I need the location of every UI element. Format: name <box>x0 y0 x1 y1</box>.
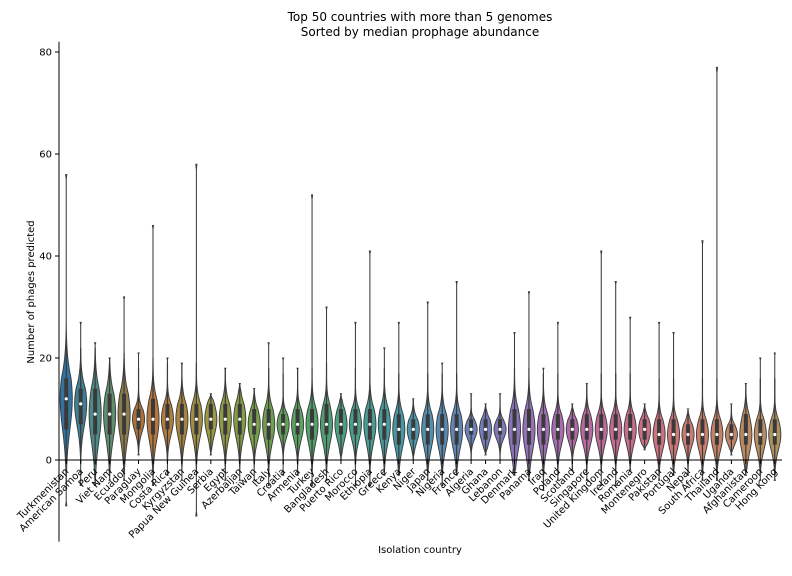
violins-group <box>59 66 782 517</box>
violin-median-39 <box>628 427 632 431</box>
violin-median-30 <box>498 427 502 431</box>
violin-median-12 <box>238 417 242 421</box>
y-axis: 0 20 40 60 80 <box>39 41 60 542</box>
violin-median-19 <box>339 422 343 426</box>
y-tick-label: 60 <box>39 150 52 161</box>
violin-median-7 <box>165 417 170 421</box>
violin-median-22 <box>382 422 386 426</box>
violin-median-15 <box>281 422 285 426</box>
violin-6 <box>146 224 160 486</box>
violin-median-25 <box>426 427 430 431</box>
violin-median-17 <box>310 422 314 426</box>
violin-median-32 <box>527 427 531 431</box>
violin-median-40 <box>643 427 647 431</box>
violin-median-16 <box>295 422 300 426</box>
violin-median-27 <box>455 427 459 431</box>
violin-median-0 <box>64 397 68 401</box>
violin-median-35 <box>570 427 574 431</box>
violin-median-45 <box>715 432 719 437</box>
y-tick-label: 80 <box>39 48 52 59</box>
violin-median-4 <box>122 412 126 416</box>
chart-title-line-2: Sorted by median prophage abundance <box>301 25 540 39</box>
violin-median-42 <box>671 432 676 437</box>
violin-9 <box>189 163 203 517</box>
violin-median-14 <box>267 422 271 426</box>
violin-45 <box>710 66 724 481</box>
violin-median-8 <box>180 417 184 421</box>
violin-median-6 <box>151 417 155 421</box>
violin-median-48 <box>758 432 762 437</box>
violin-median-36 <box>585 427 589 431</box>
violin-median-34 <box>556 427 560 431</box>
violin-median-9 <box>194 417 198 421</box>
y-tick-label: 0 <box>46 456 52 467</box>
violin-median-44 <box>700 432 705 437</box>
violin-median-11 <box>223 417 227 421</box>
violin-median-43 <box>686 432 690 437</box>
violin-median-18 <box>324 422 329 426</box>
x-axis-label: Isolation country <box>378 545 462 556</box>
violin-37 <box>594 250 608 486</box>
violin-median-38 <box>614 427 618 431</box>
violin-median-29 <box>483 427 488 431</box>
violin-median-13 <box>252 422 256 426</box>
violin-median-23 <box>397 427 401 431</box>
y-axis-label: Number of phages predicted <box>26 220 37 363</box>
violin-median-20 <box>353 422 358 426</box>
violin-median-28 <box>469 427 473 431</box>
y-tick-label: 20 <box>39 354 52 365</box>
violin-median-47 <box>744 432 748 437</box>
violin-median-37 <box>599 427 603 431</box>
violin-median-33 <box>541 427 546 431</box>
violin-median-5 <box>136 417 141 421</box>
violin-median-2 <box>93 412 97 416</box>
violin-median-1 <box>79 402 83 406</box>
violin-median-21 <box>368 422 372 426</box>
y-tick-label: 40 <box>39 252 52 263</box>
violin-median-26 <box>440 427 444 431</box>
violin-median-41 <box>657 432 661 437</box>
violin-median-3 <box>108 412 112 416</box>
violin-median-24 <box>411 427 415 431</box>
violin-median-46 <box>729 432 733 437</box>
violin-median-31 <box>512 427 517 431</box>
violin-median-10 <box>209 417 213 421</box>
violin-median-49 <box>773 432 777 437</box>
chart-title-line-1: Top 50 countries with more than 5 genome… <box>287 10 553 24</box>
